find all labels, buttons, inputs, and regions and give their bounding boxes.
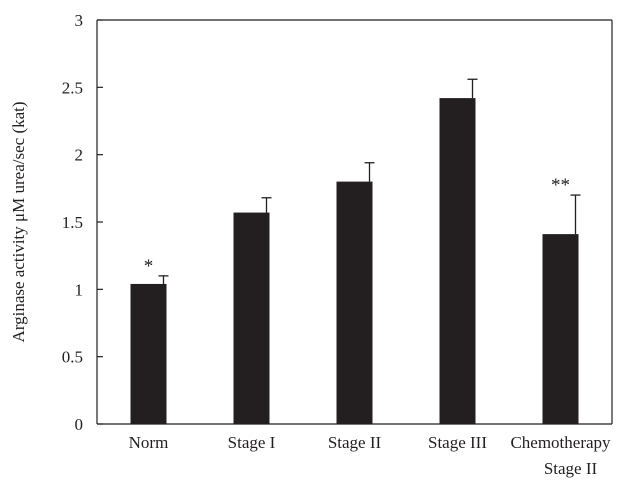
- category-label: Chemotherapy: [510, 433, 611, 452]
- y-tick-label: 1.5: [62, 213, 83, 232]
- category-label: Stage II: [328, 433, 382, 452]
- y-tick-label: 3: [75, 11, 84, 30]
- category-label: Stage III: [428, 433, 487, 452]
- significance-markers: ***: [144, 175, 570, 277]
- category-label: Stage II: [544, 459, 598, 478]
- category-labels: Norm Stage I Stage II Stage III Chemotherapy…: [129, 433, 611, 478]
- bar: [130, 283, 167, 424]
- y-ticks: 0 0.5 1 1.5 2 2.5 3: [62, 11, 103, 434]
- y-tick-label: 2.5: [62, 78, 83, 97]
- y-tick-label: 1: [75, 280, 84, 299]
- bars: [130, 98, 579, 425]
- category-label: Norm: [129, 433, 169, 452]
- bar: [233, 212, 270, 424]
- y-axis-label: Arginase activity μM urea/sec (kat): [9, 101, 28, 342]
- significance-marker: *: [144, 256, 154, 277]
- error-bars: [158, 78, 581, 284]
- bar: [336, 181, 373, 424]
- bar: [542, 234, 579, 424]
- category-label: Stage I: [228, 433, 276, 452]
- bar: [439, 98, 476, 425]
- y-tick-label: 0.5: [62, 348, 83, 367]
- y-tick-label: 2: [75, 146, 84, 165]
- significance-marker: **: [551, 175, 570, 196]
- y-tick-label: 0: [75, 415, 84, 434]
